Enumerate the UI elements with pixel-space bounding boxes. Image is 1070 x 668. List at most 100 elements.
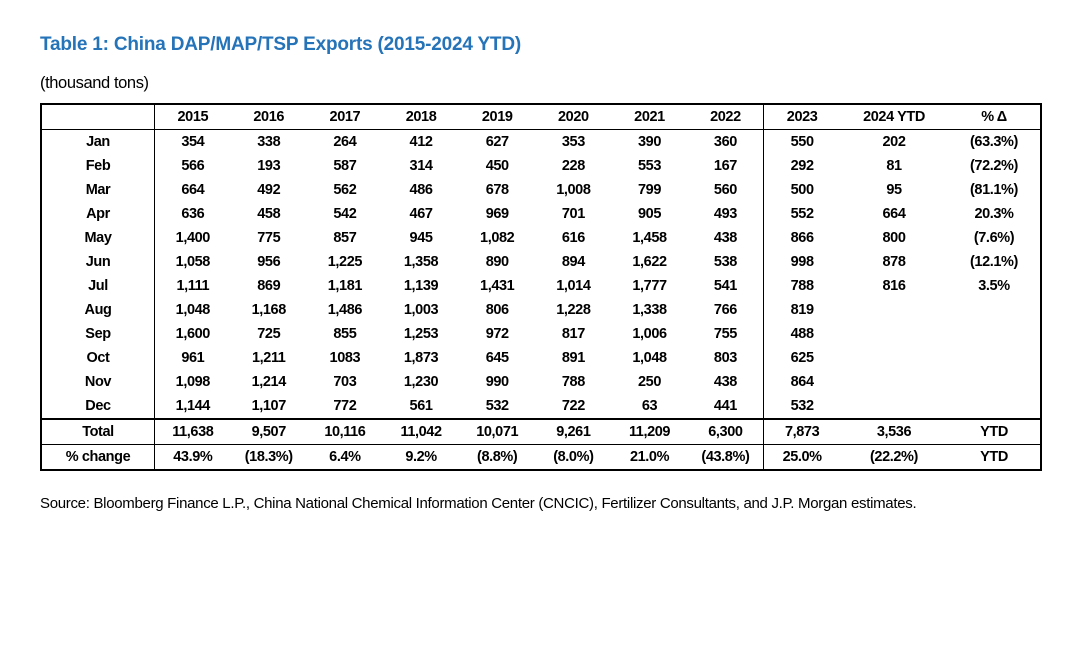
value-cell: 636 [181,206,205,222]
value-cell: 250 [638,374,662,390]
value-cell: 10,071 [459,418,536,445]
value-cell: 228 [561,158,585,174]
value-cell: 803 [713,350,737,366]
value-cell: (22.2%) [840,444,948,470]
value-cell: 1,144 [175,398,211,414]
value-cell [840,394,948,419]
row-label: Jan [41,129,155,154]
value-cell: 627 [485,134,509,150]
value-cell: 43.9% [154,444,231,470]
value-cell: 25.0% [763,444,840,470]
value-cell: 1,058 [175,254,211,270]
value-cell: 10,116 [306,418,383,445]
value-cell: 905 [638,206,662,222]
value-cell: 95 [886,182,902,198]
value-cell: 866 [763,226,840,250]
value-cell: 869 [257,278,281,294]
value-cell: 492 [257,182,281,198]
value-cell: 1,211 [251,350,286,366]
value-cell: 9,507 [230,418,307,445]
value-cell: 7,873 [763,418,840,445]
value-cell: 1,014 [556,278,591,294]
month-row: Nov 1,098 1,214 703 1,230 990 788 250 438 864 [41,370,1041,394]
column-header: 2018 [382,104,460,130]
value-cell: 9,261 [535,418,612,445]
column-header: 2022 [687,104,764,130]
value-cell: 800 [882,230,906,246]
value-cell: 998 [763,250,840,274]
month-row: Dec 1,144 1,107 772 561 532 722 63 441 532 [41,394,1041,419]
value-cell: 616 [561,230,585,246]
value-cell: 493 [713,206,737,222]
value-cell: 11,638 [154,418,231,445]
value-cell: 1,458 [632,230,667,246]
column-header: % Δ [948,104,1041,130]
row-label: % change [41,444,155,470]
row-label: Apr [41,202,155,226]
value-cell: 587 [333,158,357,174]
value-cell: 264 [333,134,357,150]
value-cell [948,346,1041,370]
column-header: 2024 YTD [840,104,948,130]
month-row: Apr 636 458 542 467 969 701 905 493 552 664 20.3% [41,202,1041,226]
exports-table: 2015 2016 2017 2018 2019 2020 2021 2022 2023 2024… [40,103,1042,471]
row-label: Total [41,418,155,445]
column-header: 2017 [306,104,383,130]
value-cell: 1,225 [327,254,363,270]
value-cell: 486 [409,182,433,198]
row-label: May [41,226,155,250]
row-label: Feb [41,154,155,178]
value-cell: 1,107 [251,398,287,414]
value-cell: 566 [181,158,205,174]
value-cell: (8.0%) [535,444,612,470]
value-cell: 390 [638,134,662,150]
value-cell: 560 [713,182,737,198]
value-cell: 1,358 [403,254,439,270]
value-cell: 772 [333,398,357,414]
value-cell: 788 [561,374,585,390]
value-cell: (12.1%) [970,254,1018,270]
value-cell: 799 [638,182,662,198]
value-cell: 1,400 [175,230,211,246]
value-cell: (7.6%) [973,230,1015,246]
value-cell: 1,253 [403,326,439,342]
value-cell: (81.1%) [970,182,1018,198]
value-cell: 338 [257,134,281,150]
value-cell: 9.2% [382,444,460,470]
row-label: Mar [41,178,155,202]
month-row: May 1,400 775 857 945 1,082 616 1,458 438 866 800 (… [41,226,1041,250]
value-cell: 1,600 [175,326,211,342]
value-cell: 488 [763,322,840,346]
value-cell: (63.3%) [970,134,1018,150]
value-cell: 441 [713,398,737,414]
value-cell: YTD [948,418,1041,445]
value-cell: 878 [882,254,906,270]
value-cell: 193 [257,158,281,174]
value-cell: 855 [333,326,357,342]
value-cell: 1,111 [176,278,210,294]
value-cell: 890 [485,254,509,270]
row-label: Aug [41,298,155,322]
value-cell: 1,338 [632,302,667,318]
value-cell: 664 [882,206,906,222]
value-cell: 817 [561,326,585,342]
value-cell: 1,228 [556,302,591,318]
value-cell [948,322,1041,346]
value-cell [948,394,1041,419]
source-note: Source: Bloomberg Finance L.P., China Na… [40,495,917,512]
value-cell: 1,873 [403,350,439,366]
value-cell: 3.5% [978,278,1010,294]
value-cell: 945 [409,230,433,246]
value-cell: 1,622 [632,254,667,270]
value-cell: 438 [713,374,737,390]
total-row: Total 11,638 9,507 10,116 11,042 10,071 9,261 1… [41,418,1041,445]
value-cell: (18.3%) [230,444,307,470]
row-label: Sep [41,322,155,346]
value-cell: 625 [763,346,840,370]
row-label-header [41,104,155,130]
value-cell: 167 [713,158,737,174]
value-cell: 990 [485,374,509,390]
value-cell: 550 [763,129,840,154]
value-cell: 806 [485,302,509,318]
value-cell: 1,486 [327,302,363,318]
